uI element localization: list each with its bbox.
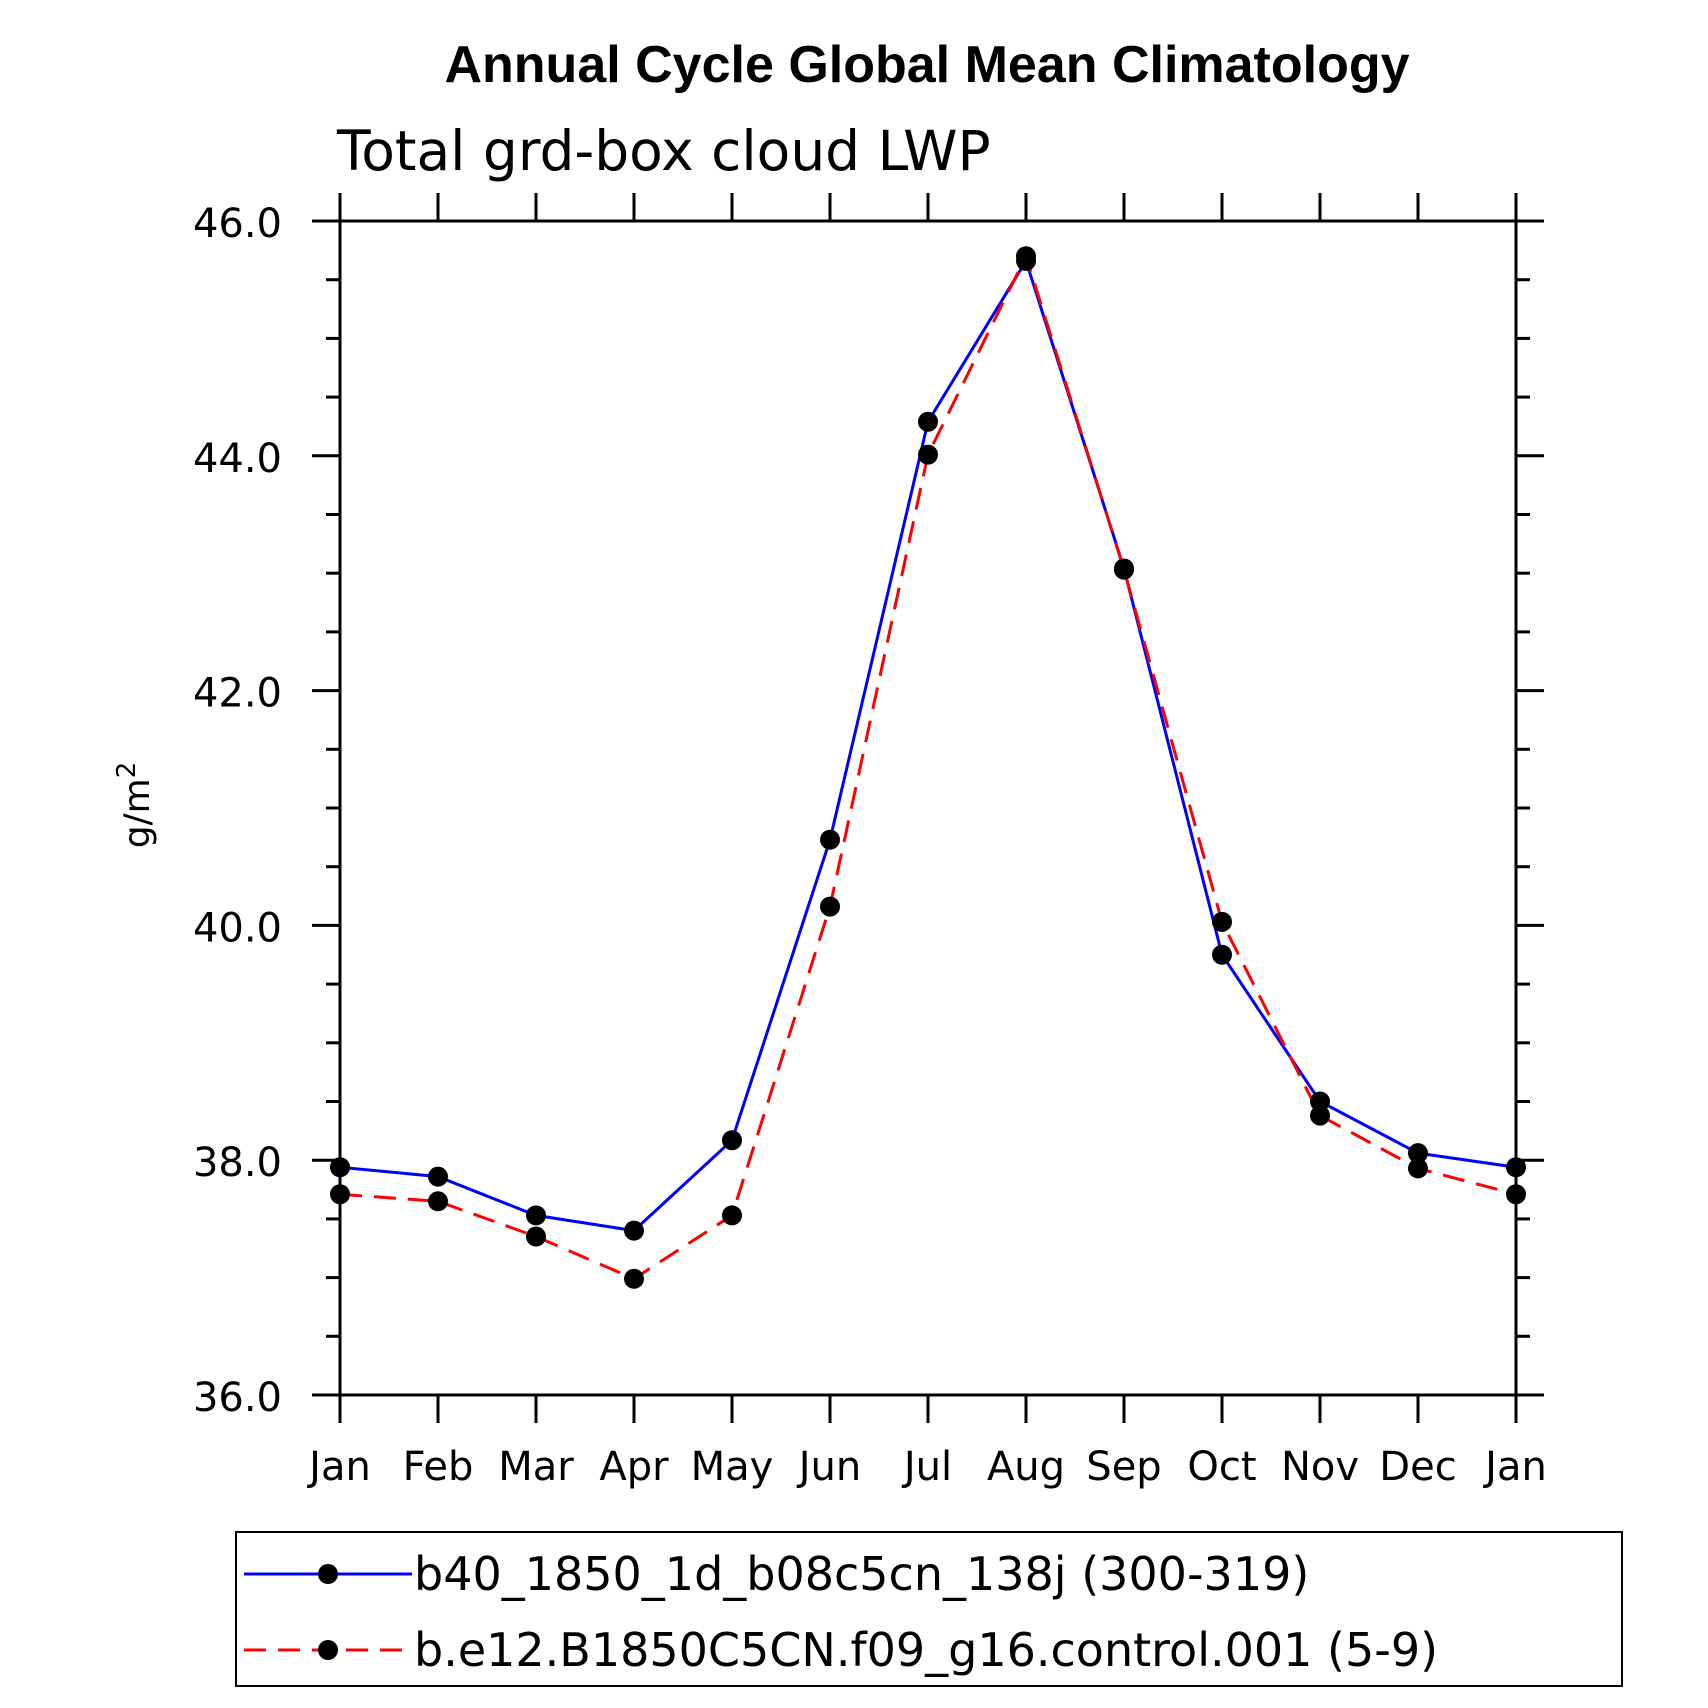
legend-box [235,1531,1623,1687]
series-1-point [428,1166,448,1187]
series-2-point [1016,246,1036,267]
series-2-point [624,1268,644,1289]
x-tick-label: Sep [1086,1444,1161,1490]
series-2-point [330,1184,350,1205]
y-tick-label: 44.0 [193,436,282,482]
x-tick-label: Jan [1482,1444,1547,1490]
legend: b40_1850_1d_b08c5cn_138j (300-319) b.e12… [235,1531,1623,1687]
x-tick-label: May [691,1444,774,1490]
legend-label-series-1: b40_1850_1d_b08c5cn_138j (300-319) [414,1547,1309,1601]
series-1-point [330,1157,350,1178]
x-tick-label: Apr [599,1444,669,1490]
series-markers [330,246,1526,1289]
chart-title: Annual Cycle Global Mean Climatology [444,36,1409,94]
series-1-point [1310,1091,1330,1112]
series-2-point [1310,1105,1330,1126]
x-tick-label: Jan [306,1444,371,1490]
series-2-point [1212,911,1232,932]
series-2-point [1506,1184,1526,1205]
y-tick-label: 38.0 [193,1140,282,1186]
y-axis-label: g/m2 [112,762,158,849]
legend-marker-series-2 [318,1640,338,1660]
series-2-point [820,896,840,917]
y-tick-label: 42.0 [193,671,282,717]
series-1-point [1408,1143,1428,1164]
x-tick-label: Oct [1187,1444,1256,1490]
series-1-point [820,829,840,850]
x-tick-label: Jul [901,1444,952,1490]
y-axis-label-text: g/m [117,778,158,848]
series-1-point [1212,944,1232,965]
series-2-point [526,1226,546,1247]
legend-label-series-2: b.e12.B1850C5CN.f09_g16.control.001 (5-9… [414,1623,1438,1677]
series-1-point [918,411,938,432]
y-tick-label: 40.0 [193,905,282,951]
plot-frame [338,219,1518,1397]
y-tick-label: 46.0 [193,201,282,247]
axes-ticks: Jan Feb Mar Apr May Jun Jul Aug Sep Oct Nov Dec Jan 3… [193,193,1547,1490]
x-tick-label: Jun [796,1444,862,1490]
x-tick-label: Mar [498,1444,574,1490]
series-2-point [918,444,938,465]
x-tick-label: Nov [1281,1444,1359,1490]
series-line-1 [339,257,1517,1233]
series-1-point [526,1205,546,1226]
series-2-point [428,1191,448,1212]
series-line-2 [339,252,1517,1281]
series-1-point [1506,1157,1526,1178]
legend-marker-series-1 [318,1564,338,1584]
series-2-point [1408,1158,1428,1179]
chart-subtitle: Total grd-box cloud LWP [336,119,991,183]
x-tick-label: Aug [987,1444,1065,1490]
y-axis-label-superscript: 2 [112,762,142,779]
x-tick-label: Dec [1379,1444,1456,1490]
series-2-point [722,1205,742,1226]
series-2-point [1114,559,1134,580]
series-lines [339,252,1517,1281]
series-1-point [624,1220,644,1241]
series-1-point [722,1130,742,1151]
y-tick-label: 36.0 [193,1375,282,1421]
x-tick-label: Feb [403,1444,474,1490]
